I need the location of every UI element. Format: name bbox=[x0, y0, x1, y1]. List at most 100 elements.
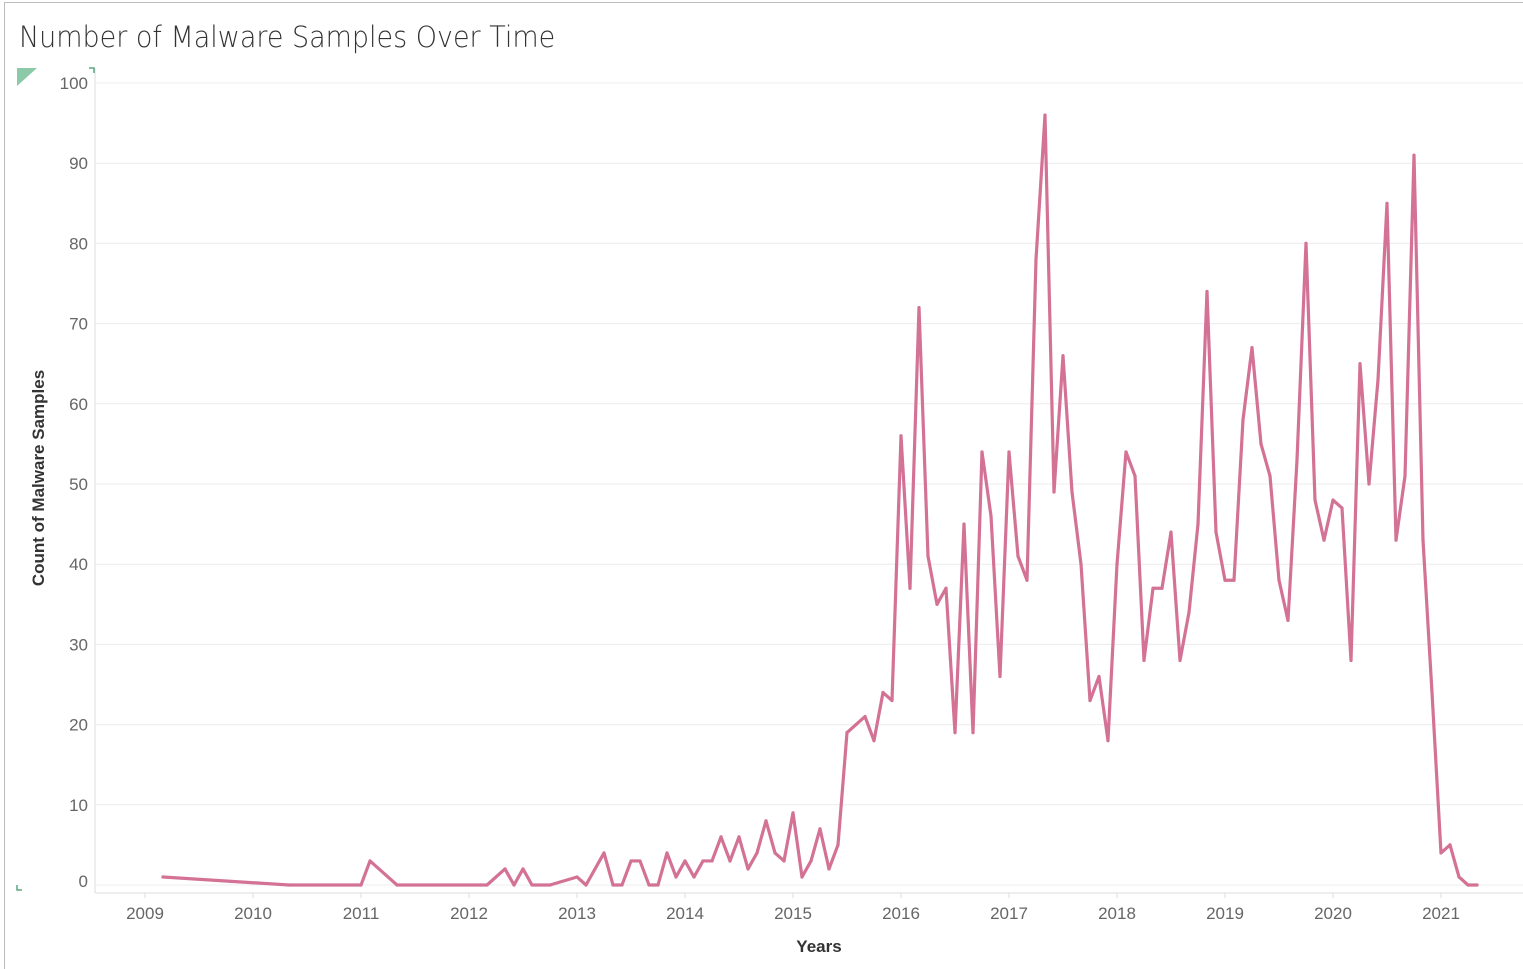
data-point[interactable] bbox=[1160, 586, 1164, 590]
data-point[interactable] bbox=[1223, 578, 1227, 582]
data-point[interactable] bbox=[728, 859, 732, 863]
data-point[interactable] bbox=[1097, 674, 1101, 679]
data-point[interactable] bbox=[1403, 474, 1407, 478]
data-point[interactable] bbox=[872, 739, 876, 743]
data-point[interactable] bbox=[1412, 153, 1416, 157]
data-point[interactable] bbox=[1124, 450, 1128, 454]
data-point[interactable] bbox=[503, 867, 507, 871]
data-point[interactable] bbox=[1151, 586, 1155, 590]
data-point[interactable] bbox=[1439, 851, 1443, 855]
data-point[interactable] bbox=[1232, 578, 1236, 582]
data-point[interactable] bbox=[1142, 658, 1146, 663]
data-point[interactable] bbox=[1205, 289, 1209, 294]
data-point[interactable] bbox=[1349, 658, 1353, 663]
data-point[interactable] bbox=[998, 674, 1002, 679]
data-point[interactable] bbox=[854, 723, 858, 727]
data-point[interactable] bbox=[1331, 498, 1335, 502]
data-point[interactable] bbox=[737, 835, 741, 839]
data-point[interactable] bbox=[620, 883, 624, 887]
data-point[interactable] bbox=[971, 731, 975, 735]
data-point[interactable] bbox=[1277, 578, 1281, 582]
data-point[interactable] bbox=[755, 851, 759, 855]
data-point[interactable] bbox=[1376, 378, 1380, 382]
data-point[interactable] bbox=[1016, 554, 1020, 558]
data-point[interactable] bbox=[1115, 562, 1119, 566]
data-point[interactable] bbox=[863, 714, 867, 719]
data-point[interactable] bbox=[818, 827, 822, 831]
data-point[interactable] bbox=[710, 859, 714, 863]
data-point[interactable] bbox=[485, 883, 489, 887]
data-point[interactable] bbox=[611, 883, 615, 887]
data-point[interactable] bbox=[395, 883, 399, 887]
data-point[interactable] bbox=[1178, 658, 1182, 663]
data-point[interactable] bbox=[1088, 698, 1092, 703]
data-point[interactable] bbox=[665, 851, 669, 855]
data-point[interactable] bbox=[1448, 843, 1452, 847]
data-point[interactable] bbox=[890, 698, 894, 703]
data-point[interactable] bbox=[584, 883, 588, 887]
data-point[interactable] bbox=[809, 859, 813, 863]
data-point[interactable] bbox=[1475, 883, 1479, 887]
data-point[interactable] bbox=[800, 875, 804, 879]
data-point[interactable] bbox=[926, 554, 930, 558]
data-point[interactable] bbox=[989, 514, 993, 518]
data-point[interactable] bbox=[1079, 562, 1083, 566]
data-point[interactable] bbox=[359, 883, 363, 887]
data-point[interactable] bbox=[638, 859, 642, 863]
data-point[interactable] bbox=[1043, 113, 1047, 117]
data-point[interactable] bbox=[1187, 610, 1191, 614]
data-point[interactable] bbox=[908, 586, 912, 590]
data-point[interactable] bbox=[1304, 241, 1308, 245]
data-point[interactable] bbox=[773, 851, 777, 855]
data-point[interactable] bbox=[1241, 418, 1245, 422]
data-point[interactable] bbox=[683, 859, 687, 863]
data-point[interactable] bbox=[791, 811, 795, 815]
data-point[interactable] bbox=[521, 867, 525, 871]
data-point[interactable] bbox=[530, 883, 534, 887]
data-point[interactable] bbox=[701, 859, 705, 863]
data-point[interactable] bbox=[944, 586, 948, 590]
data-point[interactable] bbox=[1070, 490, 1074, 494]
data-point[interactable] bbox=[575, 875, 579, 879]
data-point[interactable] bbox=[1322, 538, 1326, 542]
data-point[interactable] bbox=[953, 731, 957, 735]
data-point[interactable] bbox=[647, 883, 651, 887]
data-point[interactable] bbox=[1259, 442, 1263, 446]
data-point[interactable] bbox=[1358, 362, 1362, 366]
data-point[interactable] bbox=[1268, 474, 1272, 478]
data-point[interactable] bbox=[1007, 450, 1011, 454]
data-point[interactable] bbox=[962, 522, 966, 526]
data-point[interactable] bbox=[548, 883, 552, 887]
data-point[interactable] bbox=[1313, 498, 1317, 502]
data-point[interactable] bbox=[899, 434, 903, 438]
data-point[interactable] bbox=[368, 859, 372, 863]
data-point[interactable] bbox=[1286, 618, 1290, 622]
data-point[interactable] bbox=[1457, 875, 1461, 879]
data-point[interactable] bbox=[836, 843, 840, 847]
data-point[interactable] bbox=[692, 875, 696, 879]
data-point[interactable] bbox=[1394, 538, 1398, 542]
data-point[interactable] bbox=[1250, 346, 1254, 350]
data-point[interactable] bbox=[512, 883, 516, 887]
data-point[interactable] bbox=[1466, 883, 1470, 887]
data-point[interactable] bbox=[1052, 490, 1056, 494]
data-point[interactable] bbox=[935, 602, 939, 606]
data-point[interactable] bbox=[1214, 530, 1218, 534]
data-point[interactable] bbox=[161, 875, 165, 879]
data-point[interactable] bbox=[827, 867, 831, 871]
data-point[interactable] bbox=[917, 305, 921, 310]
data-point[interactable] bbox=[1196, 522, 1200, 526]
data-point[interactable] bbox=[1430, 690, 1434, 695]
data-point[interactable] bbox=[1025, 578, 1029, 582]
data-point[interactable] bbox=[1169, 530, 1173, 534]
data-point[interactable] bbox=[764, 819, 768, 823]
data-point[interactable] bbox=[719, 835, 723, 839]
data-point[interactable] bbox=[782, 859, 786, 863]
data-point[interactable] bbox=[1133, 474, 1137, 478]
data-point[interactable] bbox=[980, 450, 984, 454]
data-point[interactable] bbox=[1340, 506, 1344, 510]
data-point[interactable] bbox=[656, 883, 660, 887]
data-point[interactable] bbox=[746, 867, 750, 871]
data-point[interactable] bbox=[287, 883, 291, 887]
data-point[interactable] bbox=[602, 851, 606, 855]
